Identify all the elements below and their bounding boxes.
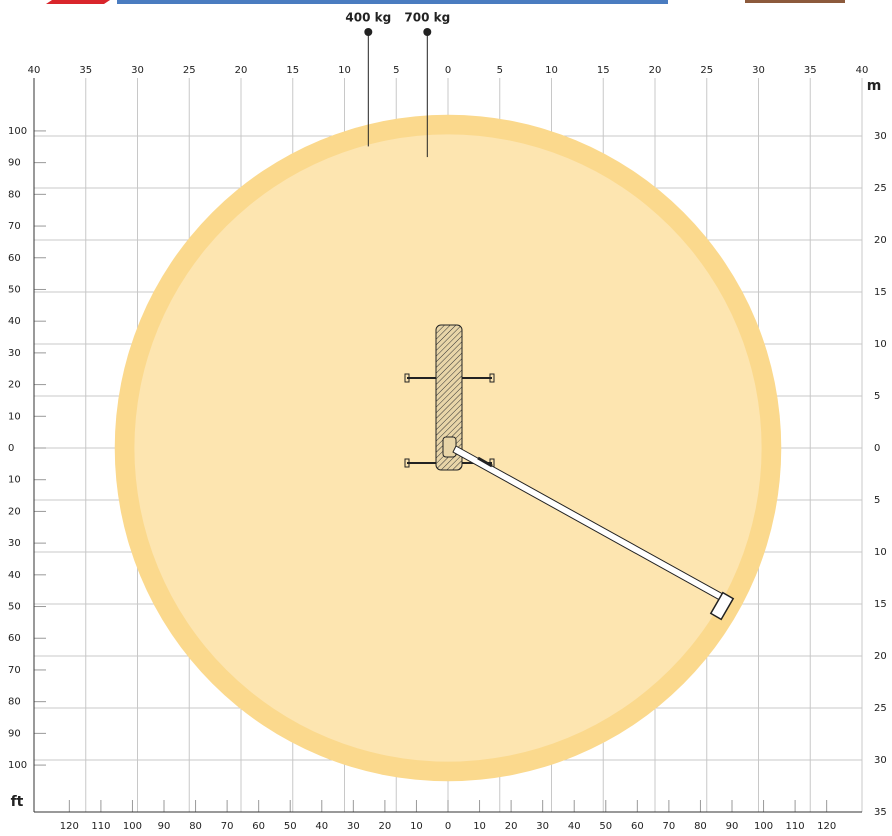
y-tick-label: 70 xyxy=(8,665,21,676)
x-tick-label: 10 xyxy=(338,65,351,76)
x2-tick-label: 50 xyxy=(599,821,612,832)
x2-tick-label: 30 xyxy=(347,821,360,832)
x-tick-label: 35 xyxy=(804,65,817,76)
y2-tick-label: 35 xyxy=(874,807,887,818)
header-bar xyxy=(117,0,668,4)
y2-tick-label: 10 xyxy=(874,339,887,350)
legend-label: 700 kg xyxy=(404,11,450,25)
y-tick-label: 90 xyxy=(8,728,21,739)
turret xyxy=(443,437,456,457)
legend-label: 400 kg xyxy=(345,11,391,25)
x2-tick-label: 110 xyxy=(91,821,110,832)
y2-tick-label: 5 xyxy=(874,391,880,402)
y2-tick-label: 20 xyxy=(874,651,887,662)
y-tick-label: 40 xyxy=(8,570,21,581)
y-tick-label: 0 xyxy=(8,443,14,454)
y-tick-label: 50 xyxy=(8,284,21,295)
y2-tick-label: 25 xyxy=(874,183,887,194)
y-tick-label: 60 xyxy=(8,253,21,264)
y-tick-label: 100 xyxy=(8,760,27,771)
x2-tick-label: 60 xyxy=(631,821,644,832)
x2-tick-label: 0 xyxy=(445,821,451,832)
x2-tick-label: 100 xyxy=(754,821,773,832)
y-tick-label: 60 xyxy=(8,633,21,644)
x2-tick-label: 70 xyxy=(663,821,676,832)
x2-tick-label: 20 xyxy=(505,821,518,832)
y-tick-label: 10 xyxy=(8,475,21,486)
x2-tick-label: 10 xyxy=(473,821,486,832)
y-tick-label: 70 xyxy=(8,221,21,232)
y2-tick-label: 0 xyxy=(874,443,880,454)
axis-unit-ft: ft xyxy=(11,794,24,810)
x2-tick-label: 110 xyxy=(786,821,805,832)
y-tick-label: 100 xyxy=(8,126,27,137)
x2-tick-label: 40 xyxy=(315,821,328,832)
y-tick-label: 10 xyxy=(8,411,21,422)
x-tick-label: 30 xyxy=(131,65,144,76)
y-tick-label: 50 xyxy=(8,602,21,613)
header-image xyxy=(745,0,845,3)
x-tick-label: 20 xyxy=(649,65,662,76)
x-tick-label: 40 xyxy=(856,65,869,76)
x-tick-label: 30 xyxy=(752,65,765,76)
x2-tick-label: 10 xyxy=(410,821,423,832)
x-tick-label: 25 xyxy=(183,65,196,76)
x2-tick-label: 50 xyxy=(284,821,297,832)
y2-tick-label: 5 xyxy=(874,495,880,506)
y-tick-label: 90 xyxy=(8,158,21,169)
chart: 4035302520151050510152025303540302520151… xyxy=(0,0,892,832)
y2-tick-label: 15 xyxy=(874,287,887,298)
y-tick-label: 40 xyxy=(8,316,21,327)
header-logo xyxy=(46,0,110,4)
x2-tick-label: 40 xyxy=(568,821,581,832)
y2-tick-label: 10 xyxy=(874,547,887,558)
x-tick-label: 5 xyxy=(393,65,399,76)
y2-tick-label: 30 xyxy=(874,131,887,142)
y-tick-label: 30 xyxy=(8,348,21,359)
x2-tick-label: 70 xyxy=(221,821,234,832)
y-tick-label: 80 xyxy=(8,189,21,200)
x2-tick-label: 120 xyxy=(817,821,836,832)
x-tick-label: 35 xyxy=(79,65,92,76)
x-tick-label: 25 xyxy=(700,65,713,76)
y2-tick-label: 30 xyxy=(874,755,887,766)
x-tick-label: 5 xyxy=(497,65,503,76)
x2-tick-label: 120 xyxy=(60,821,79,832)
y-tick-label: 20 xyxy=(8,380,21,391)
y2-tick-label: 15 xyxy=(874,599,887,610)
x-tick-label: 20 xyxy=(235,65,248,76)
x2-tick-label: 20 xyxy=(379,821,392,832)
x2-tick-label: 60 xyxy=(252,821,265,832)
x-tick-label: 0 xyxy=(445,65,451,76)
x2-tick-label: 30 xyxy=(536,821,549,832)
x2-tick-label: 80 xyxy=(694,821,707,832)
y2-tick-label: 20 xyxy=(874,235,887,246)
x2-tick-label: 90 xyxy=(158,821,171,832)
x-tick-label: 10 xyxy=(545,65,558,76)
x-tick-label: 15 xyxy=(597,65,610,76)
x2-tick-label: 90 xyxy=(726,821,739,832)
x-tick-label: 40 xyxy=(28,65,41,76)
x2-tick-label: 80 xyxy=(189,821,202,832)
x-tick-label: 15 xyxy=(286,65,299,76)
y-tick-label: 80 xyxy=(8,697,21,708)
x2-tick-label: 100 xyxy=(123,821,142,832)
y-tick-label: 30 xyxy=(8,538,21,549)
y-tick-label: 20 xyxy=(8,506,21,517)
y2-tick-label: 25 xyxy=(874,703,887,714)
axis-unit-m: m xyxy=(867,78,882,94)
